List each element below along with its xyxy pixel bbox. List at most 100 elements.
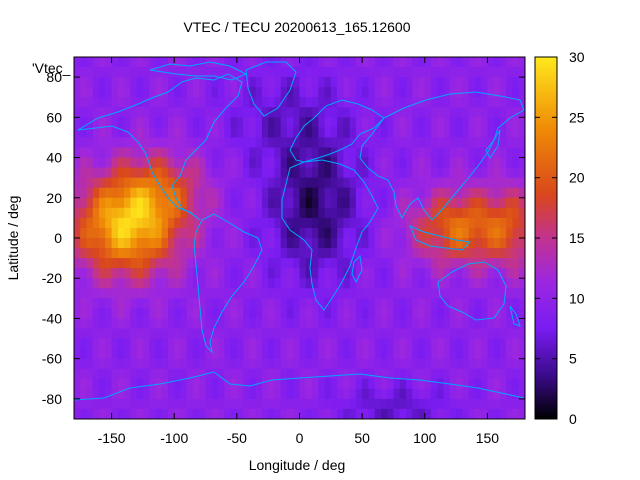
- heatmap-cell: [99, 177, 106, 189]
- heatmap-cell: [337, 187, 344, 199]
- heatmap-cell: [318, 117, 326, 128]
- heatmap-cell: [493, 157, 501, 169]
- heatmap-cell: [286, 408, 294, 419]
- heatmap-cell: [293, 137, 301, 149]
- heatmap-cell: [180, 378, 188, 390]
- heatmap-cell: [130, 328, 138, 340]
- heatmap-cell: [155, 308, 163, 320]
- heatmap-cell: [92, 107, 100, 118]
- heatmap-cell: [374, 398, 382, 410]
- heatmap-cell: [155, 137, 163, 149]
- heatmap-cell: [337, 368, 344, 380]
- heatmap-cell: [74, 388, 81, 400]
- heatmap-cell: [462, 248, 470, 259]
- heatmap-cell: [368, 258, 376, 269]
- heatmap-cell: [437, 358, 445, 370]
- heatmap-cell: [499, 388, 507, 400]
- heatmap-cell: [249, 97, 257, 108]
- heatmap-cell: [424, 288, 432, 299]
- heatmap-cell: [86, 308, 94, 320]
- heatmap-cell: [312, 137, 319, 149]
- heatmap-cell: [180, 268, 188, 279]
- heatmap-cell: [261, 147, 269, 159]
- heatmap-cell: [449, 197, 457, 209]
- heatmap-cell: [312, 97, 319, 108]
- heatmap-cell: [199, 298, 207, 309]
- heatmap-cell: [487, 87, 495, 98]
- heatmap-cell: [218, 187, 225, 199]
- heatmap-cell: [474, 187, 482, 199]
- heatmap-cell: [117, 388, 125, 400]
- heatmap-cell: [249, 258, 257, 269]
- heatmap-cell: [243, 258, 250, 269]
- heatmap-cell: [424, 137, 432, 149]
- heatmap-cell: [105, 338, 113, 350]
- heatmap-cell: [255, 388, 263, 400]
- heatmap-cell: [174, 227, 182, 239]
- heatmap-cell: [186, 157, 194, 169]
- heatmap-cell: [299, 57, 307, 68]
- heatmap-cell: [474, 298, 482, 309]
- heatmap-cell: [305, 117, 313, 128]
- heatmap-cell: [418, 328, 426, 340]
- heatmap-cell: [161, 177, 169, 189]
- heatmap-cell: [124, 217, 131, 229]
- heatmap-cell: [387, 197, 395, 209]
- heatmap-cell: [299, 348, 307, 360]
- heatmap-cell: [318, 127, 326, 139]
- heatmap-cell: [174, 187, 182, 199]
- heatmap-cell: [437, 398, 445, 410]
- heatmap-cell: [149, 358, 157, 370]
- heatmap-cell: [224, 217, 232, 229]
- heatmap-cell: [286, 157, 294, 169]
- heatmap-cell: [456, 137, 463, 149]
- heatmap-cell: [449, 258, 457, 269]
- heatmap-cell: [224, 328, 232, 340]
- heatmap-cell: [337, 258, 344, 269]
- heatmap-cell: [236, 388, 244, 400]
- heatmap-cell: [399, 308, 407, 320]
- heatmap-cell: [124, 378, 131, 390]
- heatmap-cell: [493, 348, 501, 360]
- heatmap-cell: [205, 288, 213, 299]
- heatmap-cell: [280, 87, 288, 98]
- heatmap-cell: [399, 248, 407, 259]
- heatmap-cell: [293, 358, 301, 370]
- heatmap-cell: [186, 77, 194, 88]
- heatmap-cell: [186, 308, 194, 320]
- heatmap-cell: [74, 217, 81, 229]
- heatmap-cell: [230, 187, 238, 199]
- colorbar-tick-label: 0: [569, 411, 577, 427]
- heatmap-cell: [243, 187, 250, 199]
- heatmap-cell: [149, 187, 157, 199]
- heatmap-cell: [211, 258, 219, 269]
- heatmap-cell: [117, 248, 125, 259]
- heatmap-cell: [330, 67, 338, 78]
- heatmap-cell: [412, 238, 420, 249]
- heatmap-cell: [355, 348, 363, 360]
- x-tick-label: 0: [296, 430, 304, 446]
- heatmap-cell: [506, 318, 514, 330]
- heatmap-cell: [74, 328, 81, 340]
- heatmap-cell: [255, 207, 263, 219]
- heatmap-cell: [105, 137, 113, 149]
- heatmap-cell: [362, 197, 369, 209]
- heatmap-cell: [80, 177, 88, 189]
- heatmap-cell: [155, 117, 163, 128]
- heatmap-cell: [330, 177, 338, 189]
- heatmap-cell: [437, 207, 445, 219]
- heatmap-cell: [305, 338, 313, 350]
- heatmap-cell: [167, 308, 175, 320]
- heatmap-cell: [205, 308, 213, 320]
- heatmap-cell: [249, 57, 257, 68]
- heatmap-cell: [149, 258, 157, 269]
- heatmap-cell: [230, 338, 238, 350]
- heatmap-cell: [286, 87, 294, 98]
- heatmap-cell: [249, 358, 257, 370]
- heatmap-cell: [449, 207, 457, 219]
- heatmap-cell: [437, 197, 445, 209]
- heatmap-cell: [380, 227, 388, 239]
- heatmap-cell: [280, 147, 288, 159]
- heatmap-cell: [236, 217, 244, 229]
- heatmap-cell: [224, 368, 232, 380]
